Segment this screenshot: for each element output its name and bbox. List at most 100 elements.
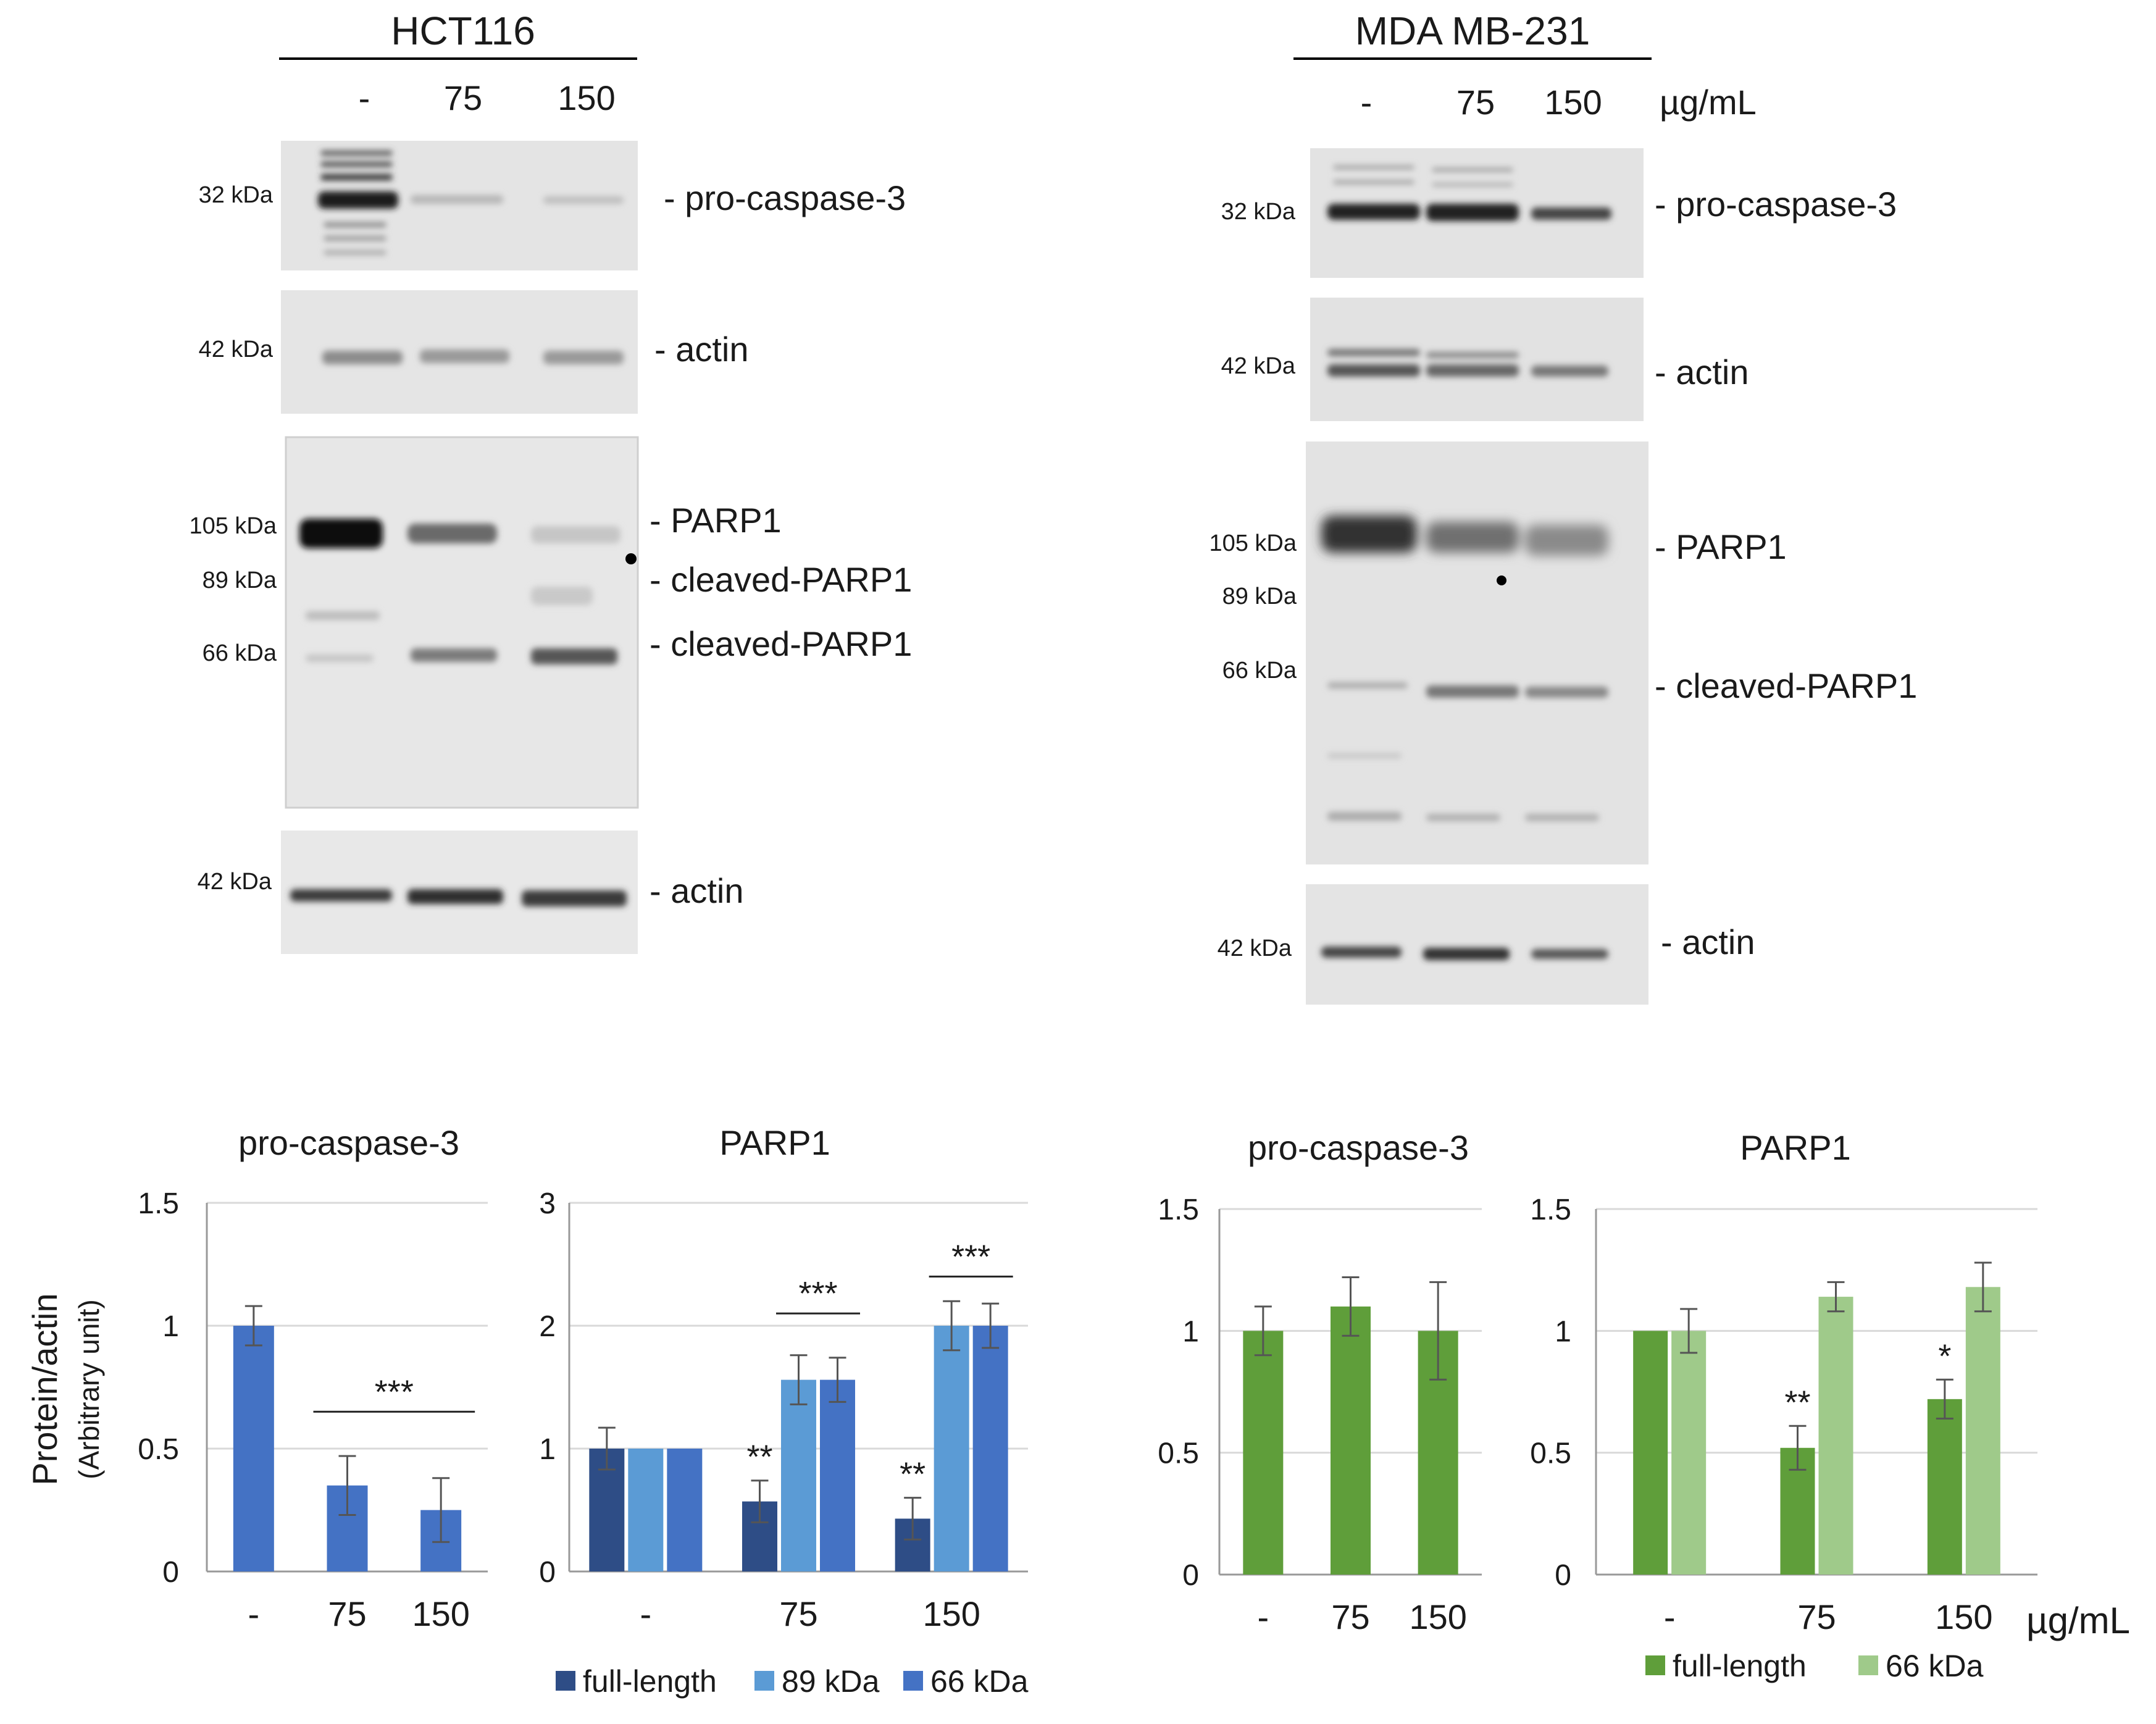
- chart-3-significance-stars: *: [1938, 1337, 1951, 1375]
- chart-3-ytick-label: 0.5: [1530, 1437, 1571, 1470]
- hct116-label-cleaved89: - cleaved-PARP1: [650, 560, 912, 599]
- hct116-marker-32: 32 kDa: [199, 182, 274, 208]
- chart-0-bar: [233, 1326, 274, 1571]
- mda-label-parp1: - PARP1: [1655, 527, 1787, 566]
- chart-3-title: PARP1: [1740, 1128, 1850, 1167]
- chart-1-legend-swatch: [556, 1671, 575, 1691]
- chart-0-ytick-label: 0: [162, 1556, 179, 1589]
- chart-0-ytick-label: 1: [162, 1310, 179, 1343]
- chart-0-xtick-label: 150: [412, 1594, 469, 1633]
- hct116-label-procasp: - pro-caspase-3: [664, 178, 906, 217]
- hct116-marker-105: 105 kDa: [189, 513, 277, 539]
- chart-3-bar: [1818, 1297, 1853, 1575]
- hct116-label-cleaved66: - cleaved-PARP1: [650, 624, 912, 663]
- chart-1-significance-stars: **: [746, 1439, 772, 1476]
- mda-marker-42b: 42 kDa: [1218, 935, 1292, 961]
- chart-3-bar: [1633, 1331, 1668, 1575]
- chart-1-ytick-label: 0: [539, 1556, 556, 1589]
- chart-2-ytick-label: 1.5: [1158, 1194, 1199, 1226]
- chart-3-legend-swatch: [1858, 1655, 1878, 1675]
- chart-3-xtick-label: 150: [1935, 1597, 1992, 1636]
- chart-1-bracket-stars: ***: [951, 1238, 990, 1275]
- mda-unit: µg/mL: [1660, 83, 1757, 122]
- chart-1-bar: [667, 1449, 703, 1571]
- chart-2-bar: [1331, 1306, 1371, 1575]
- chart-1-significance-stars: **: [900, 1456, 925, 1493]
- hct116-label-parp1: - PARP1: [650, 501, 782, 540]
- shared-ylabel-line1: Protein/actin: [25, 1293, 64, 1485]
- chart-3-xtick-label: 75: [1797, 1597, 1836, 1636]
- hct116-marker-42a: 42 kDa: [199, 337, 274, 362]
- chart-1-title: PARP1: [719, 1123, 830, 1162]
- hct116-marker-42b: 42 kDa: [198, 869, 272, 895]
- mda-marker-42a: 42 kDa: [1221, 353, 1296, 379]
- chart-2-ytick-label: 0: [1182, 1559, 1199, 1592]
- chart-1-legend-label: 66 kDa: [930, 1664, 1029, 1699]
- chart-2-xtick-label: 150: [1409, 1597, 1466, 1636]
- mda-marker-66: 66 kDa: [1222, 658, 1297, 684]
- mda-lane-2: 75: [1456, 83, 1495, 122]
- chart-1-ytick-label: 3: [539, 1187, 556, 1220]
- hct116-lane-2: 75: [444, 78, 482, 117]
- chart-1-xtick-label: 75: [779, 1594, 817, 1633]
- chart-2-xtick-label: -: [1258, 1597, 1269, 1636]
- mda-actin2-blot: [1306, 884, 1648, 1005]
- chart-0-title: pro-caspase-3: [238, 1123, 459, 1162]
- shared-ylabel-line2: (Arbitrary unit): [73, 1299, 105, 1479]
- chart-3-ytick-label: 0: [1555, 1559, 1571, 1592]
- mda-title: MDA MB-231: [1355, 9, 1590, 53]
- hct116-marker-66: 66 kDa: [203, 640, 277, 666]
- chart-1-legend-swatch: [903, 1671, 923, 1691]
- chart-0-ytick-label: 1.5: [138, 1187, 179, 1220]
- chart-0-ytick-label: 0.5: [138, 1433, 179, 1466]
- chart-2-xtick-label: 75: [1331, 1597, 1369, 1636]
- chart-2-bar: [1243, 1331, 1284, 1575]
- hct116-marker-89: 89 kDa: [203, 567, 277, 593]
- mda-marker-89: 89 kDa: [1222, 584, 1297, 609]
- chart-1-bar: [628, 1449, 664, 1571]
- chart-3-ytick-label: 1.5: [1530, 1194, 1571, 1226]
- chart-3-bar: [1927, 1399, 1962, 1575]
- chart-hct116-procaspase3: pro-caspase-3 0 0.5 1 1.5 - 75 150 ***: [138, 1123, 488, 1633]
- chart-2-ytick-label: 0.5: [1158, 1437, 1199, 1470]
- hct116-title: HCT116: [391, 9, 535, 53]
- chart-3-legend-label: 66 kDa: [1886, 1649, 1984, 1683]
- chart-3-legend-label: full-length: [1673, 1649, 1807, 1683]
- chart-0-xtick-label: -: [248, 1594, 260, 1633]
- mda-label-cleaved66: - cleaved-PARP1: [1655, 666, 1917, 705]
- hct116-parp-blot: [285, 436, 639, 809]
- chart-0-bracket-stars: ***: [375, 1373, 414, 1410]
- mda-blot-panel: MDA MB-231 - 75 150 µg/mL 32 kDa - pro-c…: [1209, 9, 1917, 1005]
- hct116-lane-1: -: [359, 78, 370, 117]
- chart-3-ytick-label: 1: [1555, 1315, 1571, 1348]
- chart-3-legend-swatch: [1645, 1655, 1665, 1675]
- chart-3-bar: [1671, 1331, 1707, 1575]
- mda-label-actin1: - actin: [1655, 353, 1749, 391]
- mda-actin1-blot: [1310, 298, 1644, 421]
- chart-3-bar: [1965, 1287, 2000, 1575]
- chart-0-xtick-label: 75: [328, 1594, 366, 1633]
- mda-lane-1: -: [1361, 83, 1373, 122]
- mda-lane-3: 150: [1544, 83, 1602, 122]
- hct116-label-actin2: - actin: [650, 871, 744, 910]
- chart-2-ytick-label: 1: [1182, 1315, 1199, 1348]
- chart-1-ytick-label: 2: [539, 1310, 556, 1343]
- chart-x-unit: µg/mL: [2026, 1600, 2130, 1641]
- hct116-lane-3: 150: [558, 78, 615, 117]
- chart-mda-procaspase3: pro-caspase-3 0 0.5 1 1.5 - 75 150: [1158, 1128, 1482, 1636]
- chart-1-legend-label: 89 kDa: [782, 1664, 880, 1699]
- chart-3-significance-stars: **: [1784, 1384, 1810, 1421]
- chart-1-legend-swatch: [754, 1671, 774, 1691]
- mda-label-procasp: - pro-caspase-3: [1655, 185, 1897, 224]
- chart-1-bar: [972, 1326, 1008, 1571]
- chart-1-bracket-stars: ***: [798, 1275, 837, 1312]
- mda-marker-32: 32 kDa: [1221, 199, 1296, 225]
- chart-1-ytick-label: 1: [539, 1433, 556, 1466]
- mda-marker-105: 105 kDa: [1209, 530, 1297, 556]
- chart-2-title: pro-caspase-3: [1248, 1128, 1469, 1167]
- chart-1-bar: [781, 1379, 816, 1571]
- chart-1-bar: [820, 1379, 855, 1571]
